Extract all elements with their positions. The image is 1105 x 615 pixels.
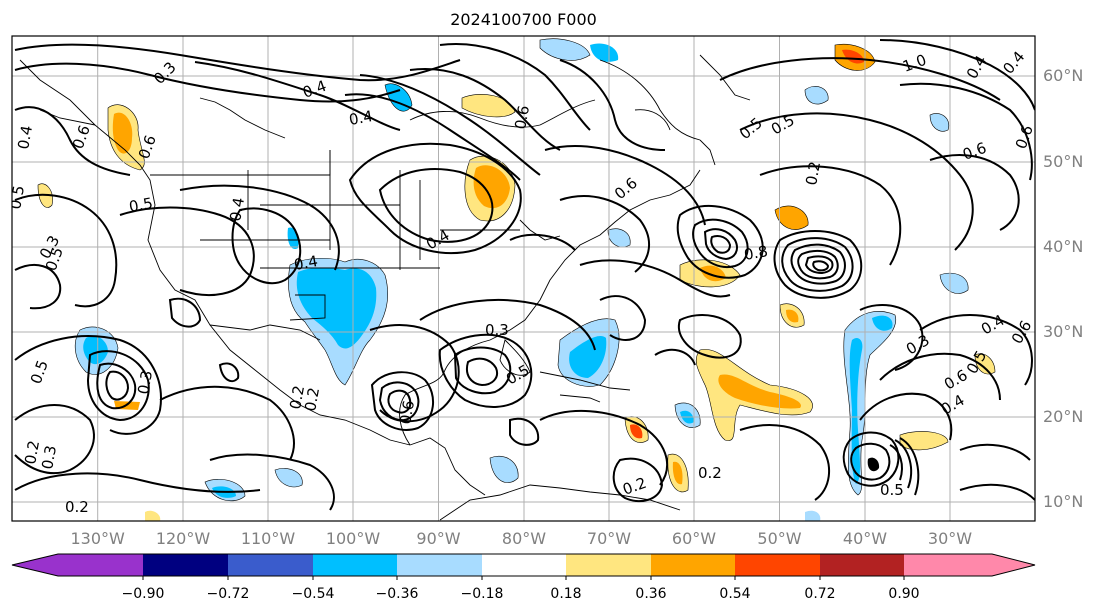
colorbar-tick-label: 0.54 <box>705 586 765 602</box>
lat-label: 50°N <box>1043 152 1083 171</box>
colorbar <box>0 548 1105 584</box>
lon-label: 100°W <box>323 529 383 548</box>
colorbar-tick-label: −0.18 <box>452 586 512 602</box>
lon-label: 130°W <box>68 529 128 548</box>
lon-label: 80°W <box>494 529 554 548</box>
lon-label: 90°W <box>409 529 469 548</box>
colorbar-tick-label: −0.36 <box>367 586 427 602</box>
colorbar-segment <box>143 554 228 576</box>
lon-label: 50°W <box>750 529 810 548</box>
lon-label: 60°W <box>664 529 724 548</box>
colorbar-tick-label: 0.72 <box>790 586 850 602</box>
colorbar-tick-label: −0.72 <box>198 586 258 602</box>
colorbar-segment <box>735 554 820 576</box>
colorbar-tick-label: 0.18 <box>536 586 596 602</box>
colorbar-segment <box>651 554 735 576</box>
colorbar-extend-low <box>12 554 58 576</box>
colorbar-segment <box>820 554 904 576</box>
colorbar-tick-label: 0.36 <box>621 586 681 602</box>
colorbar-segment <box>58 554 143 576</box>
contour-label: 0.2 <box>698 464 722 482</box>
lon-label: 70°W <box>579 529 639 548</box>
lon-label: 110°W <box>238 529 298 548</box>
lat-label: 20°N <box>1043 407 1083 426</box>
lat-label: 30°N <box>1043 322 1083 341</box>
map-plot: 0.3 0.4 0.4 0.4 0.5 0.5 0.5 0.6 0.6 0.3 … <box>0 0 1105 548</box>
colorbar-segment <box>397 554 482 576</box>
colorbar-segment <box>566 554 651 576</box>
colorbar-extend-high <box>992 554 1035 576</box>
colorbar-tick-label: 0.90 <box>874 586 934 602</box>
contour-label: 0.2 <box>65 498 89 516</box>
colorbar-tick-label: −0.54 <box>283 586 343 602</box>
contour-label: 0.3 <box>485 321 509 339</box>
lon-label: 120°W <box>153 529 213 548</box>
contour-label: 0.5 <box>880 481 904 499</box>
lat-label: 10°N <box>1043 492 1083 511</box>
lon-label: 30°W <box>920 529 980 548</box>
colorbar-segment <box>313 554 397 576</box>
colorbar-segment <box>482 554 566 576</box>
colorbar-tick-label: −0.90 <box>113 586 173 602</box>
lat-label: 40°N <box>1043 237 1083 256</box>
lat-label: 60°N <box>1043 66 1083 85</box>
colorbar-segment <box>904 554 992 576</box>
lon-label: 40°W <box>835 529 895 548</box>
colorbar-segment <box>228 554 313 576</box>
